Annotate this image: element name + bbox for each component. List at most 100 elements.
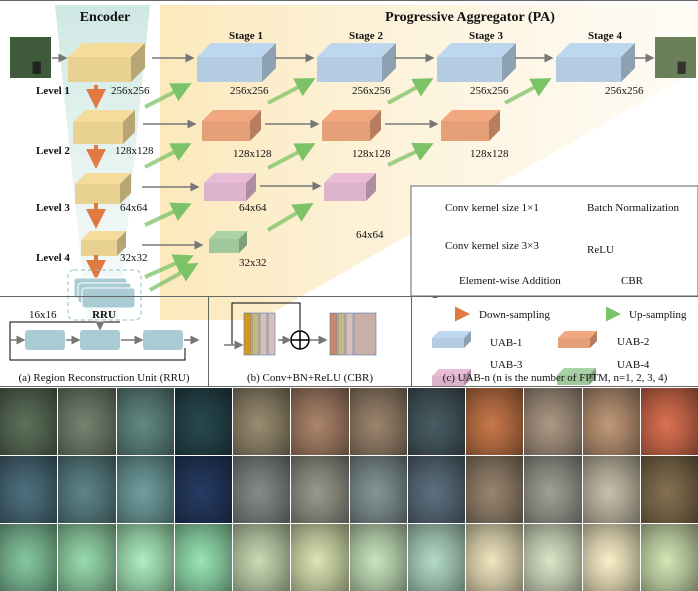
uab3-legend-icon-face — [464, 369, 471, 386]
uab1-legend-icon — [432, 331, 471, 348]
result-image-r2-c8 — [407, 456, 465, 523]
result-image-grid — [0, 388, 698, 591]
legend-up: Up-sampling — [629, 309, 687, 321]
result-image-r3-c2 — [58, 524, 116, 591]
legend-conv3: Conv kernel size 3×3 — [445, 240, 539, 252]
stage-3-label: Stage 3 — [469, 30, 503, 42]
result-image-r1-c11 — [582, 388, 640, 455]
uab2-block-stage3-face — [489, 110, 500, 141]
result-image-r3-c4 — [174, 524, 232, 591]
stage3-size-row1: 256x256 — [470, 85, 509, 97]
result-image-r3-c1 — [0, 524, 58, 591]
uab3-block-stage2-face — [324, 173, 376, 183]
stage1-size-row3: 64x64 — [239, 202, 267, 214]
level-3-label: Level 3 — [36, 202, 70, 214]
uab4-block-stage1-face — [239, 231, 247, 253]
encoder-block-1-face — [131, 43, 145, 82]
cbr-skip — [231, 302, 301, 345]
stage-1-label: Stage 1 — [229, 30, 263, 42]
encoder-block-4-face — [81, 240, 117, 256]
rru-skip-top — [9, 321, 120, 340]
uab1-block-stage1-face — [262, 43, 276, 82]
uab2-block-stage2-face — [322, 110, 381, 121]
result-image-r2-c6 — [291, 456, 349, 523]
uab4-legend-icon — [557, 368, 596, 385]
input-image-detail — [32, 61, 41, 74]
legend-conv1: Conv kernel size 1×1 — [445, 202, 539, 214]
legend-cbr: CBR — [621, 275, 644, 287]
result-image-r2-c11 — [582, 456, 640, 523]
up-arrow-5 — [149, 263, 199, 292]
encoder-block-2 — [73, 110, 135, 144]
uab1-block-stage4-face — [621, 43, 635, 82]
encoder-size-3: 64x64 — [120, 202, 148, 214]
stage2-size-row1: 256x256 — [352, 85, 391, 97]
stage1-size-row2: 128x128 — [233, 148, 272, 160]
cbr-right-layer-3 — [345, 312, 354, 356]
caption-b: (b) Conv+BN+ReLU (CBR) — [247, 372, 373, 384]
result-image-r1-c3 — [116, 388, 174, 455]
uab3-legend-icon — [432, 369, 471, 386]
encoder-block-4-face — [117, 231, 126, 256]
uab2-block-stage1 — [202, 110, 261, 141]
uab2-legend-icon-face — [558, 331, 597, 338]
result-image-r3-c5 — [233, 524, 291, 591]
stage2-size-row2: 128x128 — [352, 148, 391, 160]
result-image-r3-c7 — [349, 524, 407, 591]
result-image-r2-c1 — [0, 456, 58, 523]
uab1-block-stage2-face — [382, 43, 396, 82]
uab3-block-stage1-face — [204, 173, 256, 183]
result-image-r1-c7 — [349, 388, 407, 455]
rru-conv-block-3 — [143, 330, 183, 350]
uab3-block-stage2-face — [324, 183, 366, 201]
rru-skip-bottom — [9, 340, 186, 361]
encoder-block-3 — [75, 173, 131, 204]
up-arrow-7 — [267, 143, 316, 170]
cbr-left-layer-4 — [267, 312, 276, 356]
uab1-block-stage2-face — [317, 57, 382, 82]
up-arrow-6 — [267, 78, 316, 105]
encoder-block-2-face — [123, 110, 135, 144]
encoder-title: Encoder — [80, 10, 131, 25]
legend-uab3: UAB-3 — [490, 359, 523, 371]
up-arrow-2 — [144, 143, 192, 169]
up-arrow-1 — [144, 83, 192, 109]
result-image-r2-c5 — [233, 456, 291, 523]
encoder-size-2: 128x128 — [115, 145, 154, 157]
uab2-legend-icon — [558, 331, 597, 348]
uab2-block-stage3-face — [441, 121, 489, 141]
result-image-r1-c8 — [407, 388, 465, 455]
uab1-legend-icon-face — [464, 331, 471, 348]
uab2-block-stage1-face — [202, 121, 250, 141]
result-image-r3-c6 — [291, 524, 349, 591]
level-4-label: Level 4 — [36, 252, 70, 264]
result-image-r1-c5 — [233, 388, 291, 455]
stage1-size-row1: 256x256 — [230, 85, 269, 97]
cbr-right-layer-1 — [329, 312, 338, 356]
cbr-left-layer-3 — [259, 312, 268, 356]
uab4-legend-icon-face — [589, 368, 596, 385]
uab3-block-stage2-face — [366, 173, 376, 201]
result-image-r3-c8 — [407, 524, 465, 591]
result-image-r1-c9 — [466, 388, 524, 455]
legend-uab1: UAB-1 — [490, 337, 522, 349]
uab3-block-stage1 — [204, 173, 256, 201]
uab2-block-stage2 — [322, 110, 381, 141]
stage3-size-row2: 128x128 — [470, 148, 509, 160]
legend-uab4: UAB-4 — [617, 359, 650, 371]
result-image-r1-c4 — [174, 388, 232, 455]
result-image-r2-c3 — [116, 456, 174, 523]
result-image-r3-c10 — [524, 524, 582, 591]
uab1-block-stage3 — [437, 43, 516, 82]
rru-size: 16x16 — [29, 309, 57, 321]
stage1-size-row4: 32x32 — [239, 257, 267, 269]
uab2-legend-icon-face — [590, 331, 597, 348]
result-image-r2-c4 — [174, 456, 232, 523]
stage-2-label: Stage 2 — [349, 30, 383, 42]
uab1-block-stage1-face — [197, 43, 276, 57]
encoder-size-4: 32x32 — [120, 252, 148, 264]
uab1-block-stage2-face — [317, 43, 396, 57]
rru-conv-block-2 — [80, 330, 120, 350]
legend-down: Down-sampling — [479, 309, 550, 321]
uab1-block-stage3-face — [502, 43, 516, 82]
